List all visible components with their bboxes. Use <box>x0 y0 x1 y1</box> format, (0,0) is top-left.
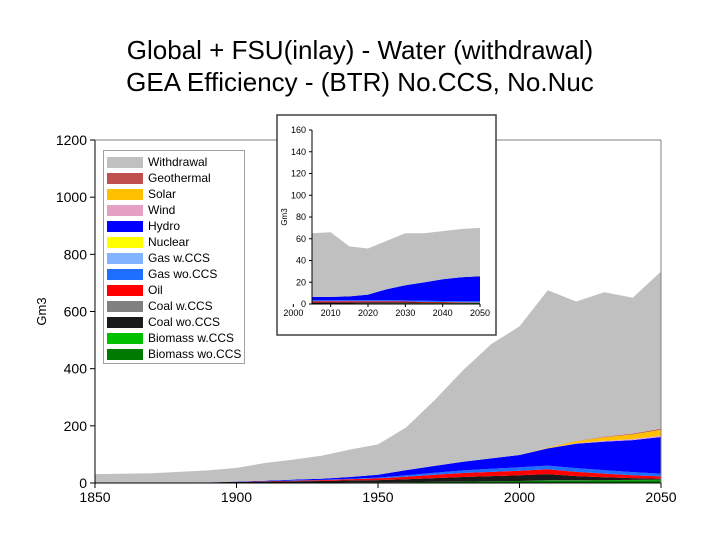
main-x-tick-label: 2050 <box>645 489 676 505</box>
legend-swatch <box>107 268 143 280</box>
inlay-x-tick-label: 2020 <box>358 308 378 318</box>
main-x-tick-label: 1950 <box>362 489 393 505</box>
legend-item-coal-w-ccs: Coal w.CCS <box>107 298 244 314</box>
legend-swatch <box>107 332 143 344</box>
legend-label: Coal w.CCS <box>148 299 213 313</box>
main-y-tick-label: 1200 <box>56 132 87 148</box>
legend-item-nuclear: Nuclear <box>107 234 244 250</box>
legend-label: Geothermal <box>148 171 211 185</box>
inlay-y-tick-label: 40 <box>296 256 306 266</box>
legend-swatch <box>107 172 143 184</box>
legend-item-geothermal: Geothermal <box>107 170 244 186</box>
legend-swatch <box>107 316 143 328</box>
legend-label: Wind <box>148 203 176 217</box>
inlay-y-axis-label: Gm3 <box>280 208 289 226</box>
legend-swatch <box>107 156 143 168</box>
chart-legend: Withdrawal Geothermal Solar Wind Hydro Nuclea… <box>103 150 245 364</box>
inlay-x-tick-label: 2040 <box>433 308 453 318</box>
legend-swatch <box>107 204 143 216</box>
main-area-hydro <box>95 437 661 483</box>
inlay-x-tick-label: 2030 <box>395 308 415 318</box>
legend-item-gas-w-ccs: Gas w.CCS <box>107 250 244 266</box>
legend-label: Gas wo.CCS <box>148 267 218 281</box>
inlay-y-tick-label: 100 <box>291 190 306 200</box>
chart-title-line-2: GEA Efficiency - (BTR) No.CCS, No.Nuc <box>126 67 594 97</box>
inlay-y-tick-label: 20 <box>296 277 306 287</box>
main-area-gas-wo-ccs <box>95 465 661 483</box>
legend-item-gas-wo-ccs: Gas wo.CCS <box>107 266 244 282</box>
legend-item-oil: Oil <box>107 282 244 298</box>
inlay-y-tick-label: 60 <box>296 234 306 244</box>
legend-item-biomass-wo-ccs: Biomass wo.CCS <box>107 346 244 362</box>
inlay-area-hydro <box>312 276 480 302</box>
legend-item-biomass-w-ccs: Biomass w.CCS <box>107 330 244 346</box>
main-x-tick-label: 2000 <box>504 489 535 505</box>
inlay-x-tick-label: 2010 <box>321 308 341 318</box>
legend-item-withdrawal: Withdrawal <box>107 154 244 170</box>
legend-label: Biomass wo.CCS <box>148 347 242 361</box>
legend-swatch <box>107 188 143 200</box>
main-y-tick-label: 800 <box>64 246 88 262</box>
main-y-tick-label: 600 <box>64 304 88 320</box>
inlay-area-oil <box>312 301 480 303</box>
legend-item-wind: Wind <box>107 202 244 218</box>
chart-title-line-1: Global + FSU(inlay) - Water (withdrawal) <box>126 35 594 65</box>
legend-swatch <box>107 300 143 312</box>
legend-item-coal-wo-ccs: Coal wo.CCS <box>107 314 244 330</box>
legend-swatch <box>107 348 143 360</box>
main-y-tick-label: 400 <box>64 361 88 377</box>
legend-swatch <box>107 236 143 248</box>
main-x-tick-label: 1900 <box>221 489 252 505</box>
main-y-tick-label: 0 <box>79 475 87 491</box>
inlay-area-gas-wo-ccs <box>312 300 480 303</box>
legend-swatch <box>107 220 143 232</box>
legend-label: Oil <box>148 283 163 297</box>
main-y-tick-label: 1000 <box>56 189 87 205</box>
inlay-area-withdrawal <box>312 227 480 297</box>
inlay-x-tick-label: 2000 <box>283 308 303 318</box>
inlay-y-tick-label: 80 <box>296 212 306 222</box>
main-x-tick-label: 1850 <box>79 489 110 505</box>
main-y-tick-label: 200 <box>64 418 88 434</box>
legend-label: Gas w.CCS <box>148 251 211 265</box>
main-area-oil <box>95 469 661 483</box>
legend-label: Hydro <box>148 219 181 233</box>
legend-label: Coal wo.CCS <box>148 315 221 329</box>
main-area-coal-wo-ccs <box>95 474 661 483</box>
legend-swatch <box>107 252 143 264</box>
legend-label: Withdrawal <box>148 155 208 169</box>
legend-label: Solar <box>148 187 177 201</box>
legend-label: Biomass w.CCS <box>148 331 235 345</box>
inlay-y-tick-label: 160 <box>291 125 306 135</box>
inlay-area-coal-wo-ccs <box>312 302 480 304</box>
inlay-y-tick-label: 140 <box>291 147 306 157</box>
inlay-y-tick-label: 0 <box>301 299 306 309</box>
main-y-axis-label: Gm3 <box>34 297 49 325</box>
inlay-y-tick-label: 120 <box>291 169 306 179</box>
legend-label: Nuclear <box>148 235 190 249</box>
legend-swatch <box>107 284 143 296</box>
inlay-x-tick-label: 2050 <box>470 308 490 318</box>
main-area-withdrawal <box>95 271 661 483</box>
legend-item-solar: Solar <box>107 186 244 202</box>
main-area-biomass-wo-ccs <box>95 480 661 483</box>
legend-item-hydro: Hydro <box>107 218 244 234</box>
